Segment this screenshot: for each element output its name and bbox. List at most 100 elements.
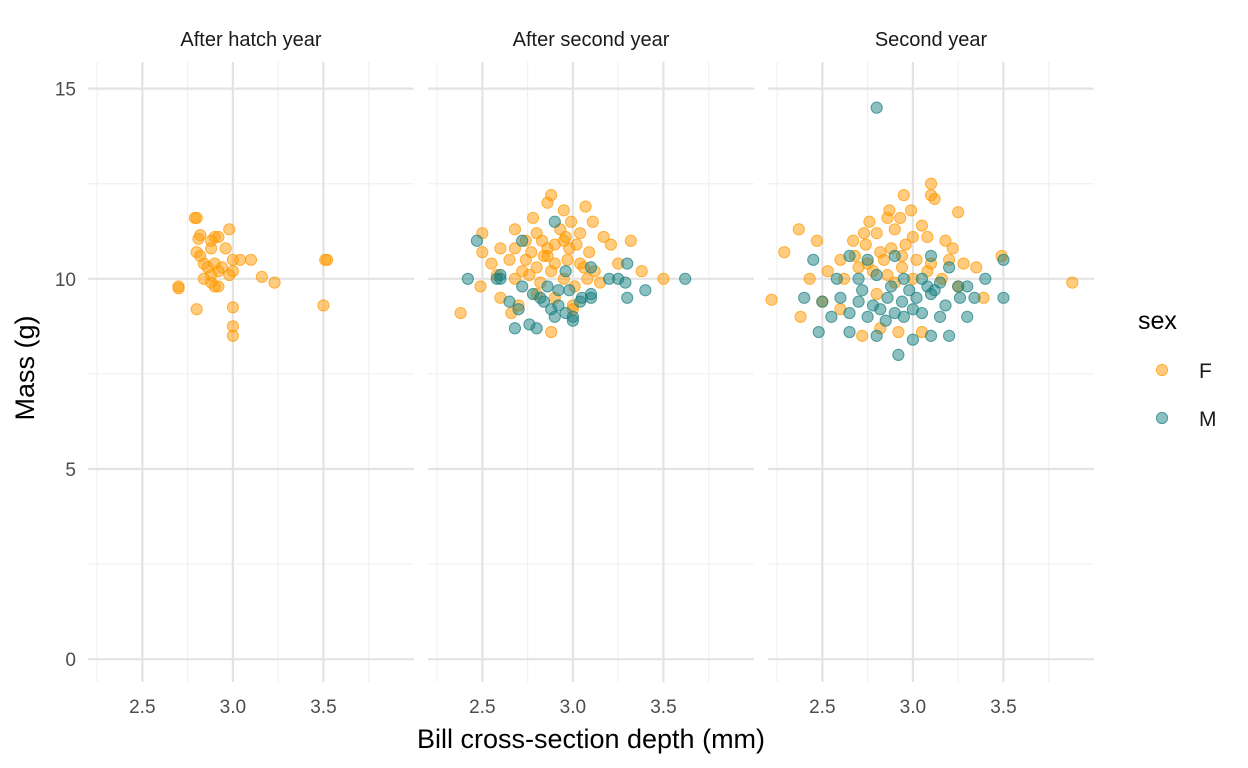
- data-point-f: [234, 253, 247, 266]
- data-point-m: [548, 215, 561, 228]
- data-point-m: [881, 291, 894, 304]
- data-point-m: [888, 306, 901, 320]
- legend: sex F M: [1138, 307, 1217, 431]
- data-point-f: [223, 268, 236, 282]
- x-tick-label: 3.5: [650, 697, 676, 718]
- data-point-m: [566, 314, 579, 327]
- data-point-f: [541, 196, 554, 209]
- x-tick-label: 3.0: [220, 697, 246, 718]
- legend-key-f: [1155, 363, 1169, 377]
- data-point-m: [516, 280, 529, 293]
- data-point-m: [512, 303, 525, 316]
- x-tick-label: 2.5: [809, 697, 835, 718]
- data-point-m: [928, 284, 941, 297]
- y-axis-title: Mass (g): [10, 315, 40, 420]
- data-point-f: [924, 177, 938, 190]
- data-point-m: [874, 303, 887, 316]
- data-point-f: [604, 238, 618, 251]
- data-point-m: [852, 272, 865, 285]
- data-point-f: [906, 230, 919, 244]
- data-point-f: [939, 234, 952, 247]
- data-point-m: [903, 284, 916, 297]
- data-point-m: [870, 268, 883, 282]
- data-point-m: [798, 291, 811, 304]
- y-tick-label: 0: [65, 650, 76, 671]
- data-point-f: [863, 215, 876, 228]
- data-point-f: [821, 265, 834, 278]
- x-tick-label: 3.0: [900, 697, 926, 718]
- data-point-f: [215, 261, 229, 274]
- data-point-f: [870, 227, 883, 240]
- data-point-f: [888, 223, 901, 236]
- data-point-m: [574, 295, 587, 308]
- x-tick-label: 3.0: [560, 697, 586, 718]
- data-point-m: [807, 253, 820, 266]
- data-point-m: [961, 310, 974, 323]
- data-point-f: [586, 215, 599, 228]
- data-point-f: [212, 230, 225, 244]
- data-point-f: [255, 270, 268, 284]
- data-point-m: [870, 101, 883, 114]
- data-point-f: [223, 223, 236, 236]
- data-point-f: [516, 265, 529, 278]
- data-point-m: [552, 299, 565, 312]
- data-point-f: [545, 325, 558, 339]
- data-point-m: [621, 257, 634, 270]
- data-point-f: [852, 261, 865, 274]
- data-point-f: [317, 299, 330, 312]
- x-axis-title: Bill cross-section depth (mm): [417, 724, 765, 754]
- data-point-f: [563, 242, 576, 255]
- data-point-f: [537, 249, 551, 263]
- legend-key-m: [1155, 411, 1169, 425]
- x-tick-label: 2.5: [129, 697, 155, 718]
- data-point-f: [503, 253, 516, 266]
- data-point-m: [816, 295, 829, 308]
- data-point-f: [474, 280, 487, 293]
- x-tick-label: 3.5: [310, 697, 336, 718]
- data-point-m: [834, 291, 847, 304]
- data-point-m: [910, 291, 923, 304]
- data-point-f: [897, 189, 910, 202]
- data-point-f: [190, 303, 203, 316]
- data-point-f: [226, 301, 239, 314]
- legend-label-f: F: [1199, 360, 1212, 383]
- data-point-m: [897, 272, 910, 285]
- legend-title: sex: [1138, 307, 1177, 335]
- facet-panel: Second year 2.5 3.0 3.5: [765, 29, 1094, 718]
- facet-title: Second year: [875, 29, 988, 51]
- points: [765, 101, 1079, 361]
- points: [454, 189, 692, 339]
- data-point-f: [476, 246, 489, 259]
- data-point-f: [579, 200, 592, 213]
- data-point-f: [946, 242, 959, 255]
- data-point-f: [205, 276, 218, 289]
- data-point-m: [856, 284, 869, 297]
- data-point-m: [559, 265, 572, 278]
- data-point-f: [508, 272, 522, 285]
- data-point-m: [906, 333, 919, 346]
- points: [172, 211, 334, 342]
- data-point-f: [952, 206, 965, 219]
- data-point-m: [943, 329, 956, 342]
- data-point-f: [320, 253, 334, 266]
- data-point-m: [584, 287, 598, 301]
- data-point-m: [461, 272, 474, 285]
- data-point-m: [861, 310, 874, 323]
- data-point-m: [548, 310, 561, 323]
- data-point-f: [519, 253, 532, 266]
- data-point-m: [953, 291, 967, 304]
- data-point-m: [843, 249, 856, 263]
- data-point-m: [843, 306, 856, 320]
- data-point-f: [928, 192, 941, 206]
- data-point-f: [892, 325, 905, 339]
- data-point-f: [545, 265, 558, 278]
- data-point-f: [881, 211, 894, 225]
- y-tick-label: 15: [55, 80, 76, 101]
- data-point-f: [190, 211, 203, 225]
- data-point-m: [812, 325, 825, 339]
- data-point-f: [847, 234, 860, 247]
- data-point-f: [904, 204, 918, 217]
- data-point-f: [557, 204, 570, 217]
- data-point-f: [530, 261, 543, 274]
